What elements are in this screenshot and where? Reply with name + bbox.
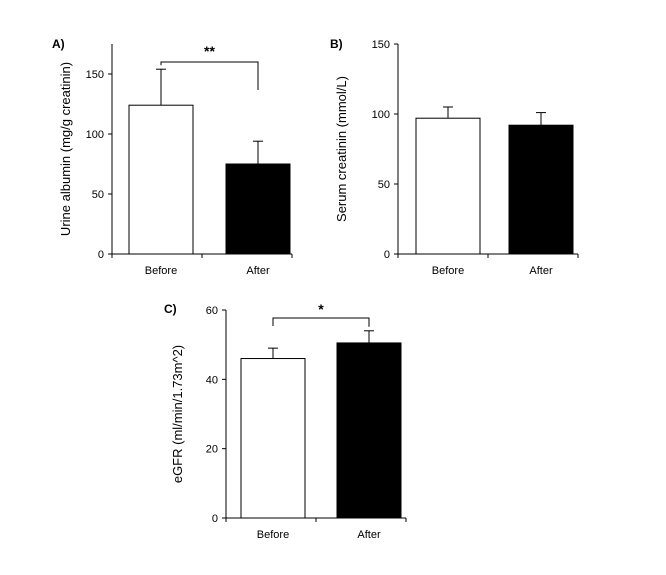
panel-label: C) [164,302,177,316]
x-tick-label: Before [145,265,177,277]
y-axis-label: eGFR (ml/min/1.73m^2) [170,345,185,483]
y-tick-label: 50 [92,189,104,201]
y-tick-label: 60 [206,305,218,317]
y-tick-label: 150 [86,69,104,81]
y-tick-label: 20 [206,444,218,456]
panel-label: B) [330,37,343,51]
panel-a: A) 0 50 100 150 Before After Urine albumin (mg/… [52,37,293,277]
x-tick-label: Before [257,529,289,541]
bar-before [240,358,306,519]
bar-after [508,124,574,255]
panel-label: A) [52,37,65,51]
y-tick-label: 0 [212,513,218,525]
y-tick-label: 50 [378,179,390,191]
y-tick-label: 0 [98,249,104,261]
x-tick-label: After [357,529,381,541]
bar-before [415,117,481,255]
y-axis-label: Urine albumin (mg/g creatinin) [58,62,73,236]
y-tick-label: 150 [372,39,390,51]
x-tick-label: After [246,265,270,277]
bar-before [128,104,194,255]
significance-label: * [318,301,324,317]
significance-bracket [160,61,259,90]
bar-after [225,163,291,255]
y-tick-label: 100 [372,109,390,121]
x-tick-label: After [529,265,553,277]
bar-after [336,342,402,519]
panel-c: C) 0 20 40 60 Before After eGFR (ml/min/1.73m^2… [164,301,407,541]
y-tick-label: 0 [384,249,390,261]
y-tick-label: 40 [206,374,218,386]
y-axis-label: Serum creatinin (mmol/L) [334,76,349,222]
x-tick-label: Before [432,265,464,277]
significance-bracket [272,317,370,327]
y-tick-label: 100 [86,129,104,141]
panel-b: B) 0 50 100 150 Before After Serum creatinin (m… [330,37,579,277]
significance-label: ** [204,43,215,59]
